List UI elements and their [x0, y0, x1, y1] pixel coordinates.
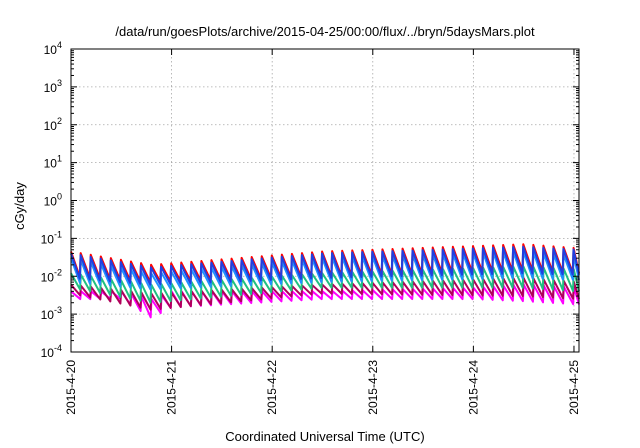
y-tick-label: 10-4	[41, 343, 62, 360]
chart-title: /data/run/goesPlots/archive/2015-04-25/0…	[115, 24, 535, 39]
y-tick-label: 103	[44, 78, 62, 95]
x-tick-label: 2015-4-21	[165, 360, 179, 415]
y-tick-label: 101	[44, 154, 62, 171]
x-tick-label: 2015-4-22	[265, 360, 279, 415]
y-axis-label: cGy/day	[12, 182, 27, 230]
series-line	[70, 245, 580, 286]
grid	[70, 49, 579, 352]
series-line	[70, 283, 580, 319]
y-tick-label: 104	[44, 40, 62, 57]
y-tick-label: 10-2	[41, 267, 62, 284]
x-tick-label: 2015-4-25	[567, 360, 581, 415]
x-tick-label: 2015-4-23	[366, 360, 380, 415]
series-line	[70, 250, 580, 291]
x-tick-label: 2015-4-24	[466, 360, 480, 415]
y-tick-label: 100	[44, 192, 62, 209]
x-axis-label: Coordinated Universal Time (UTC)	[225, 429, 424, 444]
plot-area	[70, 243, 580, 319]
x-tick-label: 2015-4-20	[64, 360, 78, 415]
series-line	[70, 265, 580, 304]
axis-ticks: 10-4 10-3 10-2 10-1 100 101 102 103 104 2015-4-20…	[41, 40, 581, 415]
y-tick-label: 102	[44, 116, 62, 133]
series-line	[70, 276, 580, 311]
y-tick-label: 10-3	[41, 305, 62, 322]
y-tick-label: 10-1	[41, 229, 62, 246]
